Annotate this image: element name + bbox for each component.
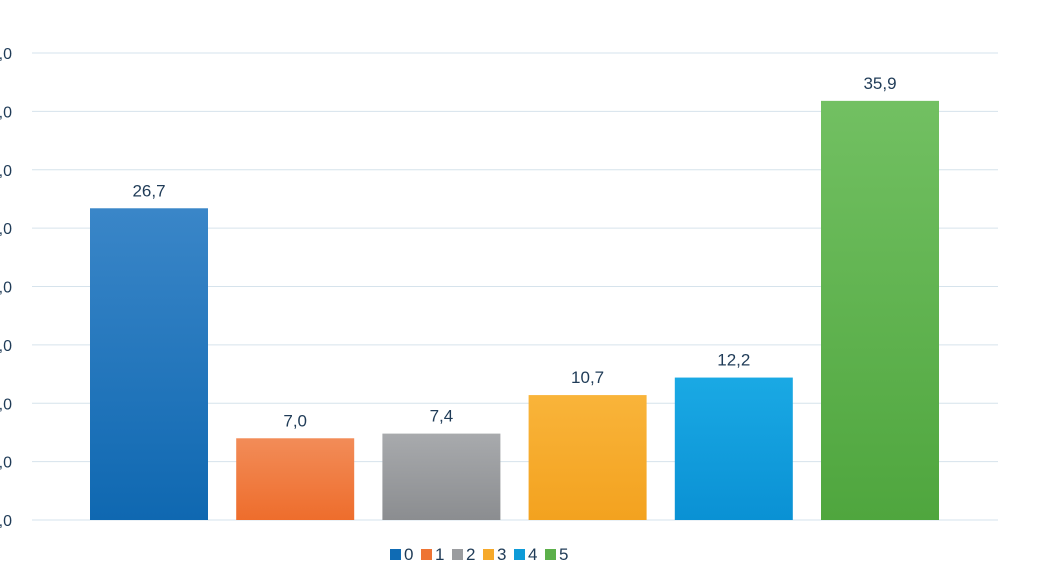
data-label-0: 26,7 (132, 181, 165, 200)
data-labels: 26,7 7,0 7,4 10,7 12,2 35,9 (132, 74, 896, 430)
bar-0 (90, 208, 208, 520)
legend-swatch-0 (390, 549, 401, 560)
y-tick-label: ,0 (0, 163, 12, 180)
y-tick-label: ,0 (0, 396, 12, 413)
data-label-3: 10,7 (571, 368, 604, 387)
legend-label-4: 4 (528, 545, 537, 564)
y-tick-label: ,0 (0, 338, 12, 355)
legend-swatch-1 (421, 549, 432, 560)
y-tick-label: ,0 (0, 280, 12, 297)
bar-2 (382, 433, 501, 520)
legend-label-0: 0 (404, 545, 413, 564)
legend: 0 1 2 3 4 5 (390, 545, 568, 564)
y-tick-label: ,0 (0, 221, 12, 238)
data-label-1: 7,0 (283, 411, 307, 430)
y-tick-label: ,0 (0, 455, 12, 472)
data-label-4: 12,2 (717, 351, 750, 370)
legend-label-1: 1 (435, 545, 444, 564)
legend-swatch-5 (545, 549, 556, 560)
y-tick-label: ,0 (0, 513, 12, 530)
bar-5 (821, 100, 939, 521)
legend-swatch-2 (452, 549, 463, 560)
y-tick-label: ,0 (0, 104, 12, 121)
y-axis-ticks: ,0 ,0 ,0 ,0 ,0 ,0 ,0 ,0 ,0 (0, 46, 12, 530)
bar-1 (236, 438, 355, 520)
y-tick-label: ,0 (0, 46, 12, 63)
legend-label-3: 3 (497, 545, 506, 564)
data-label-2: 7,4 (430, 407, 454, 426)
bars (90, 100, 939, 521)
bar-4 (674, 377, 793, 520)
data-label-5: 35,9 (863, 74, 896, 93)
legend-swatch-4 (514, 549, 525, 560)
legend-swatch-3 (483, 549, 494, 560)
bar-3 (528, 395, 647, 520)
legend-label-2: 2 (466, 545, 475, 564)
legend-label-5: 5 (559, 545, 568, 564)
